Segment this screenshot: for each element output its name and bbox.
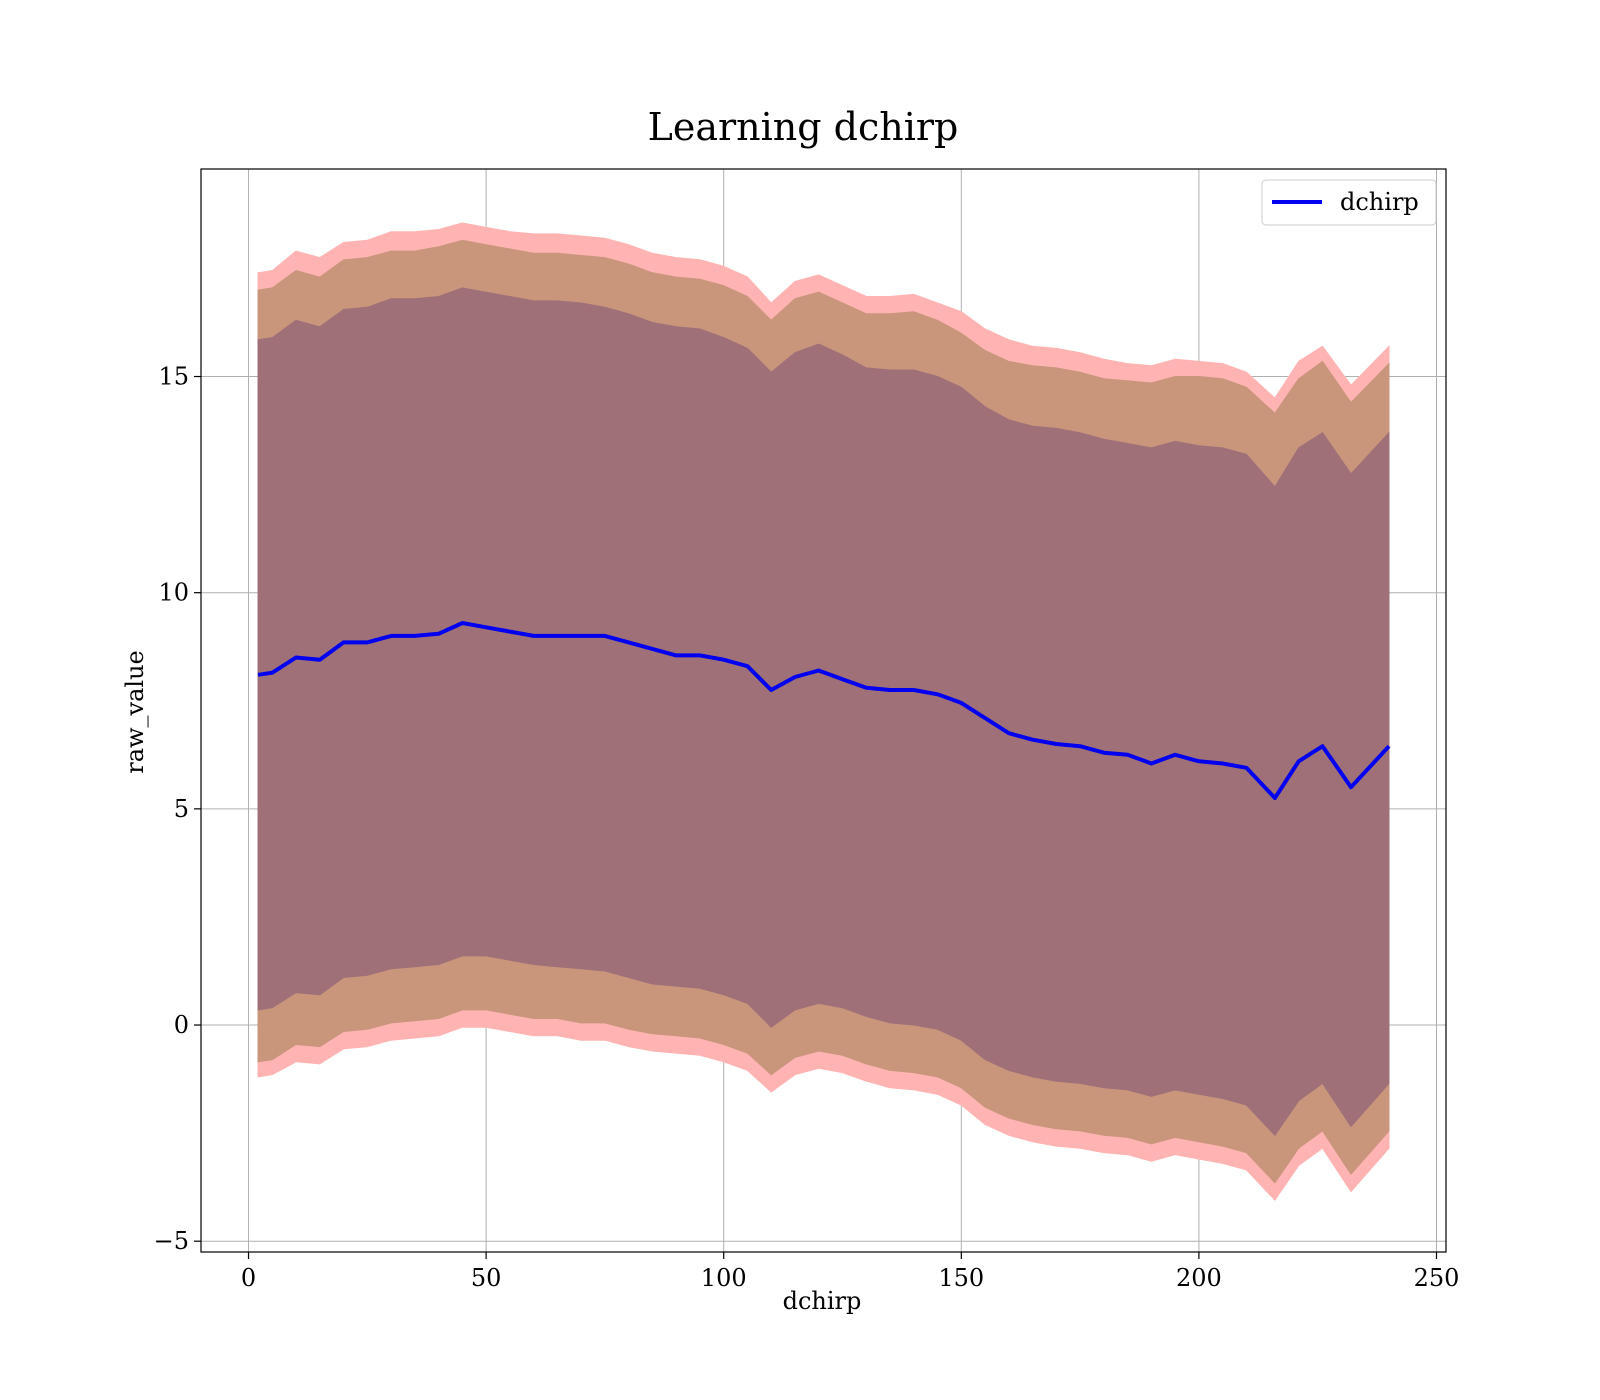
series-layer [257, 621, 1391, 800]
band-inner [257, 287, 1390, 1137]
x-axis-label: dchirp [783, 1287, 862, 1315]
x-tick-label: 50 [471, 1264, 502, 1292]
legend-box [1261, 179, 1437, 226]
y-tick-label: −5 [154, 1227, 189, 1255]
legend-entry-label: dchirp [1340, 188, 1419, 216]
y-ticks: −5 0 5 10 15 [154, 363, 201, 1255]
x-ticks: 0 50 100 150 200 250 [241, 1252, 1460, 1292]
y-tick-label: 15 [158, 363, 189, 391]
plot-frame [200, 168, 1447, 1253]
y-tick-label: 10 [158, 579, 189, 607]
x-tick-label: 150 [938, 1264, 984, 1292]
x-tick-label: 250 [1414, 1264, 1460, 1292]
chart-title: Learning dchirp [648, 105, 959, 149]
y-tick-label: 0 [174, 1011, 189, 1039]
x-tick-label: 0 [241, 1264, 256, 1292]
confidence-bands [257, 222, 1390, 1201]
series-line-dchirp [257, 621, 1391, 800]
y-tick-label: 5 [174, 795, 189, 823]
legend: dchirp [1261, 179, 1437, 226]
x-tick-label: 100 [701, 1264, 747, 1292]
y-axis-label: raw_value [121, 650, 149, 774]
x-tick-label: 200 [1176, 1264, 1222, 1292]
